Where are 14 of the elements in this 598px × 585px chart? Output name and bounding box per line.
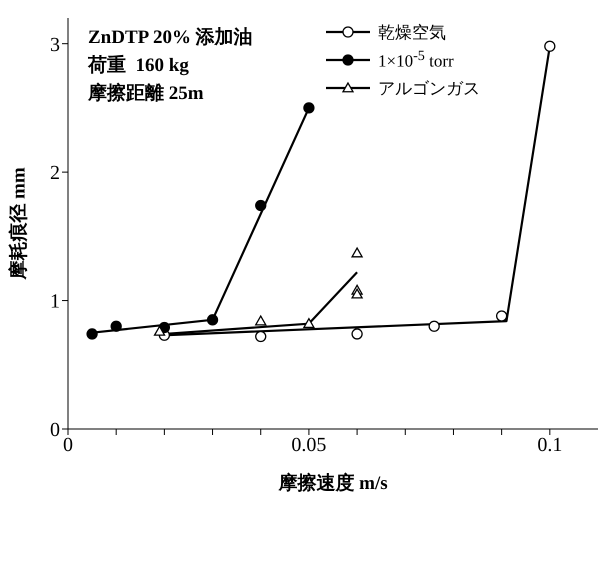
x-tick-label: 0.1 <box>537 434 562 456</box>
y-axis-title: 摩耗痕径 mm <box>8 167 30 281</box>
y-tick-label: 3 <box>50 34 60 56</box>
x-tick-label: 0.05 <box>291 434 326 456</box>
y-tick-label: 0 <box>50 419 60 442</box>
annotation: 摩擦距離 25m <box>88 82 205 106</box>
annotation: 荷重 160 kg <box>88 54 190 78</box>
legend-label: 乾燥空気 <box>378 22 446 44</box>
x-axis-title: 摩擦速度 m/s <box>277 472 388 494</box>
legend-label: 1×10$^{-5}$ torr <box>378 48 454 72</box>
y-tick-label: 2 <box>50 162 60 184</box>
annotation: ZnDTP 20% 添加油 <box>88 26 253 50</box>
y-tick-label: 1 <box>50 290 60 313</box>
legend-label: アルゴンガス <box>378 78 480 100</box>
